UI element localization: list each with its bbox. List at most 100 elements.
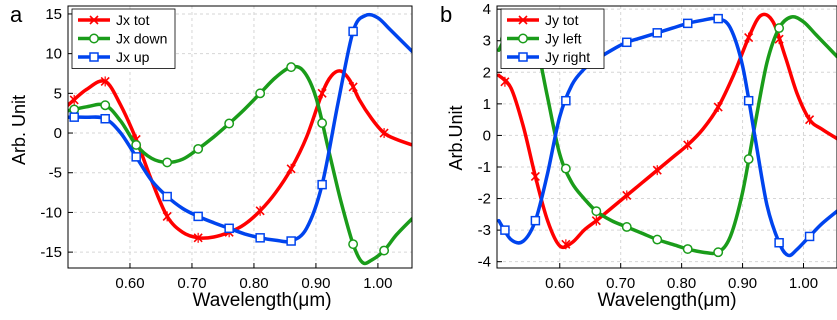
series-line-jy-left [497,15,837,256]
plot-frame [496,5,837,269]
data-point [193,232,203,243]
x-tick-label: 0.90 [301,275,330,292]
legend-label: Jx down [116,31,167,47]
legend-entry: Jy tot [507,12,579,28]
data-point [193,143,204,154]
data-point [774,23,785,34]
data-point [100,76,110,87]
legend: Jx tot Jx down Jx up [71,8,176,69]
legend-entry: Jx tot [78,12,150,28]
data-point [652,234,663,245]
data-point [500,76,510,87]
data-point [224,223,234,234]
y-tick-label: 5 [54,85,62,102]
series-line-jy-right [497,16,837,258]
data-point [348,239,359,250]
data-point [560,163,571,174]
data-point [224,118,235,129]
data-point [100,113,110,124]
y-tick-label: 1 [483,96,491,113]
y-tick-label: -4 [478,254,491,271]
legend-marker [89,52,99,62]
plot-frame [67,5,413,269]
data-point [255,88,266,99]
y-axis-label: Arb. Unit [9,95,29,165]
y-tick-label: 0 [54,125,62,142]
x-tick-label: 0.70 [606,275,635,292]
data-point [379,245,390,256]
data-point [621,222,632,232]
legend-entry: Jx down [78,31,167,47]
data-point [682,244,693,255]
x-tick-label: 0.70 [177,275,206,292]
data-point [683,139,693,150]
legend-entry: Jy left [507,31,582,47]
data-point [193,211,203,222]
data-point [622,37,632,48]
data-point [713,247,724,258]
data-point [255,233,265,243]
data-point [530,215,541,226]
panel-label: a [10,2,23,27]
data-point [286,236,296,246]
x-tick-label: 0.60 [545,275,574,292]
axes: 0.60 0.70 0.80 0.90 1.00 -15 -10 -5 0 5 10 15 [40,6,392,292]
data-point [591,215,601,226]
legend-marker [518,15,528,25]
legend-marker [518,52,528,62]
data-point [530,171,540,182]
y-tick-label: -3 [478,222,491,239]
data-point [317,118,328,129]
axes: 0.60 0.70 0.80 0.90 1.00 -4 -3 -2 -1 0 1 2 3 4 [478,1,818,292]
data-point [622,190,632,201]
data-point [286,62,297,73]
y-tick-label: 4 [483,1,491,18]
legend-entry: Jy right [507,49,590,65]
y-tick-label: -5 [49,165,62,182]
data-point [805,114,815,125]
data-point [317,179,327,190]
data-point [162,211,172,222]
y-tick-label: 10 [45,46,62,63]
data-point [713,102,723,113]
data-point [652,165,662,176]
data-point [131,139,142,150]
legend-label: Jx tot [116,12,150,28]
y-tick-label: -15 [40,244,62,261]
legend-entry: Jx up [78,49,150,65]
data-point [804,231,815,242]
data-point [100,100,111,111]
y-axis-label: Arb.Unit [446,105,466,170]
data-point [379,128,389,139]
legend-label: Jy right [545,49,590,65]
series-line-jy-tot [497,12,837,250]
series-line-jx-up [68,12,412,244]
y-tick-label: -1 [478,159,491,176]
y-tick-label: 0 [483,127,491,144]
data-point [591,206,602,217]
y-tick-label: -2 [478,191,491,208]
series-line-jx-tot [68,69,412,240]
data-point [317,88,327,99]
x-axis-label: Wavelength(μm) [597,290,736,311]
data-point [255,205,265,216]
data-point [69,112,79,122]
legend-label: Jy left [545,31,582,47]
x-tick-label: 1.00 [789,275,818,292]
data-point [744,32,754,43]
legend-marker [89,15,99,25]
panel-b: b Arb.Unit Wavelength(μm) 0.60 0.70 0.80 0.… [440,1,837,311]
legend: Jy tot Jy left Jy right [500,8,605,69]
y-tick-label: 3 [483,33,491,50]
data-point [348,81,358,92]
data-point [500,225,510,235]
x-tick-label: 0.80 [239,275,268,292]
data-point [682,18,693,29]
legend-label: Jy tot [545,12,579,28]
y-tick-label: -10 [40,204,62,221]
data-point [162,157,173,168]
x-tick-label: 1.00 [363,275,392,292]
x-axis-label: Wavelength(μm) [192,290,331,311]
data-point [561,95,571,106]
